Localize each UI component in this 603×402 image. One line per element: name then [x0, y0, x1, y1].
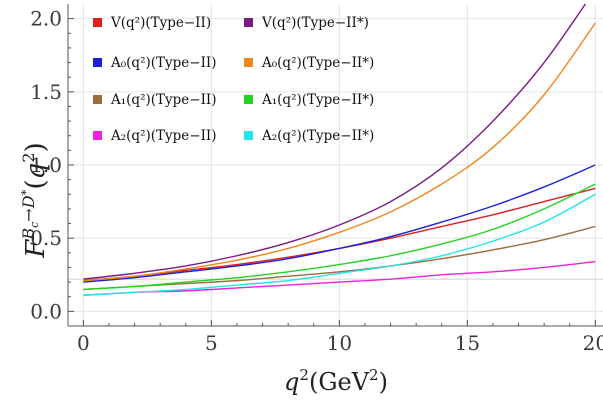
legend-swatch — [244, 18, 253, 27]
y-tick-label: 0.0 — [30, 299, 62, 323]
legend-label: A₁(q²)(Type−II) — [110, 92, 217, 108]
legend-swatch — [244, 58, 253, 67]
x-axis-title: q2(GeV2) — [284, 366, 388, 396]
series-lines — [83, 4, 596, 296]
series-line-1 — [83, 4, 587, 280]
legend-label: V(q²)(Type−II) — [110, 15, 211, 31]
x-tick-label: 15 — [455, 331, 480, 355]
y-tick-label: 1.0 — [30, 153, 62, 177]
legend-swatch — [244, 95, 253, 104]
y-tick-label: 0.5 — [30, 226, 62, 250]
legend-label: V(q²)(Type−II*) — [261, 15, 369, 31]
legend-swatch — [93, 95, 102, 104]
y-tick-label: 1.5 — [30, 80, 62, 104]
x-tick-label: 0 — [77, 331, 90, 355]
legend-swatch — [93, 18, 102, 27]
series-line-4 — [83, 225, 596, 291]
grid — [68, 4, 603, 326]
legend-label: A₁(q²)(Type−II*) — [261, 92, 374, 108]
legend: V(q²)(Type−II) V(q²)(Type−II*) A₀(q²)(Type… — [93, 15, 374, 144]
x-tick-label: 5 — [205, 331, 218, 355]
series-line-6 — [83, 260, 596, 296]
x-ticks: 0 5 10 15 20 — [77, 320, 603, 355]
legend-swatch — [244, 131, 253, 140]
legend-label: A₂(q²)(Type−II*) — [261, 128, 374, 144]
legend-label: A₀(q²)(Type−II*) — [261, 55, 374, 71]
y-axis-title: FBc→D*(q2) — [19, 142, 51, 258]
series-line-2 — [83, 164, 596, 283]
legend-swatch — [93, 58, 102, 67]
x-tick-label: 20 — [583, 331, 603, 355]
legend-label: A₂(q²)(Type−II) — [110, 128, 217, 144]
y-ticks: 0.0 0.5 1.0 1.5 2.0 — [30, 7, 74, 323]
series-line-5 — [83, 183, 596, 291]
series-line-3 — [83, 22, 596, 282]
x-tick-label: 10 — [327, 331, 352, 355]
legend-label: A₀(q²)(Type−II) — [110, 55, 217, 71]
series-line-7 — [83, 193, 596, 296]
legend-swatch — [93, 131, 102, 140]
y-tick-label: 2.0 — [30, 7, 62, 31]
